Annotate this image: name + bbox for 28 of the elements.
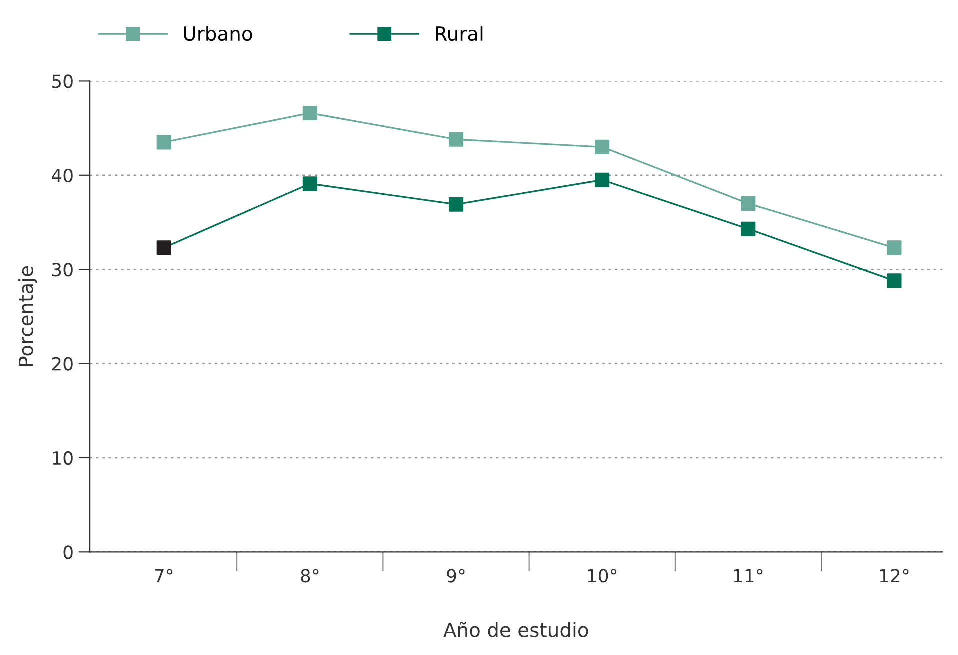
x-tick-label: 10° (588, 569, 617, 583)
y-tick-label: 0 (64, 546, 73, 560)
point (741, 222, 756, 236)
point (595, 172, 610, 188)
x-axis-title: Año de estudio (444, 622, 588, 638)
point (302, 176, 318, 192)
point (887, 240, 902, 256)
x-tick-label: 12° (880, 569, 909, 583)
point (156, 240, 172, 256)
point (595, 140, 610, 154)
point (448, 197, 464, 212)
x-tick-label: 8° (301, 569, 319, 583)
y-tick-label: 30 (52, 263, 73, 277)
y-tick-label: 20 (52, 357, 73, 371)
point (887, 274, 902, 288)
point (302, 106, 318, 121)
x-tick-label: 7° (155, 569, 173, 583)
y-tick-label: 50 (52, 74, 73, 88)
y-tick-label: 40 (52, 168, 73, 183)
y-axis-title: Porcentaje (18, 266, 38, 366)
legend-label: Urbano (184, 26, 252, 42)
point (448, 132, 464, 147)
x-tick-label: 9° (447, 569, 465, 583)
legend-label: Rural (436, 26, 483, 42)
point (741, 196, 756, 211)
point (156, 135, 172, 150)
x-tick-label: 11° (734, 569, 763, 583)
y-tick-label: 10 (53, 451, 73, 466)
